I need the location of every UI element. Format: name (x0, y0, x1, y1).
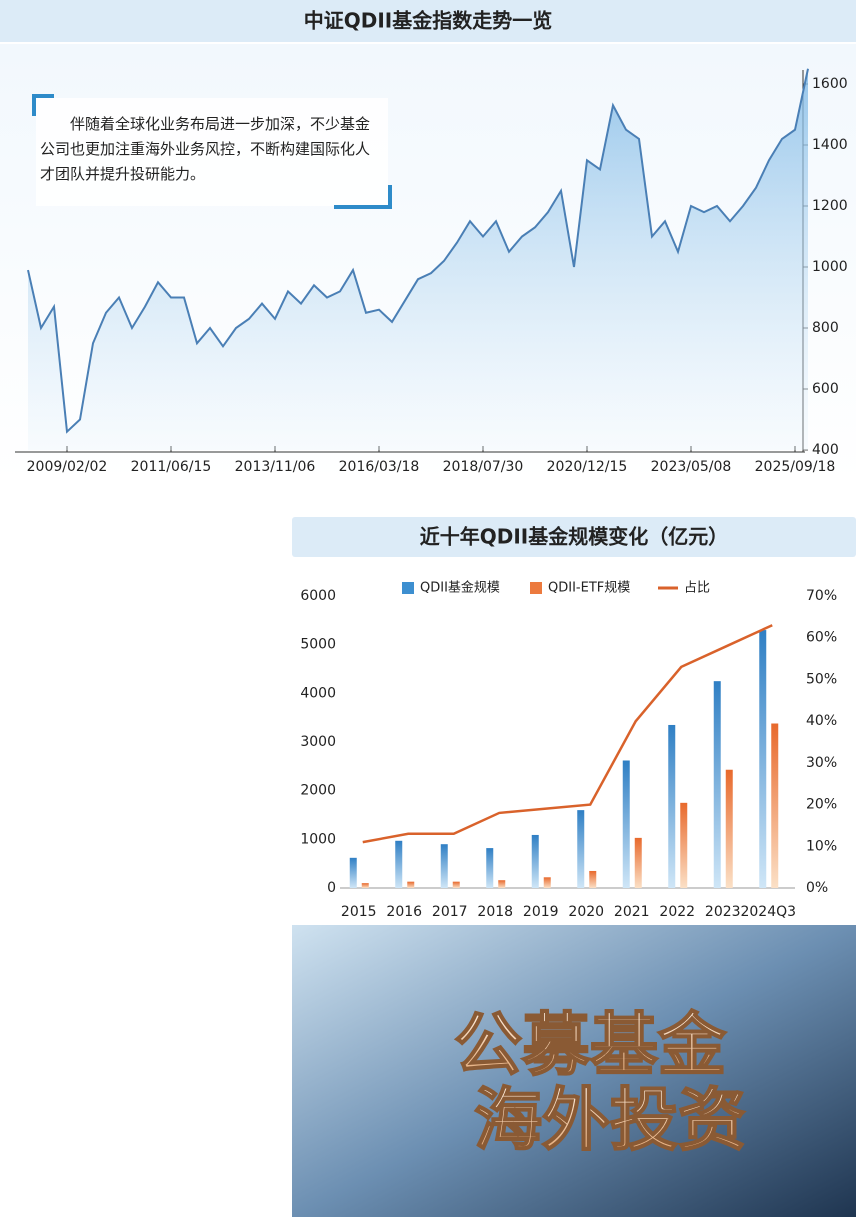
legend-swatch (402, 582, 414, 594)
photo (292, 925, 856, 1217)
bar (440, 844, 448, 888)
bar (543, 877, 551, 888)
legend-swatch (530, 582, 542, 594)
y-tick-label: 1400 (812, 137, 848, 153)
x-tick-label: 2025/09/18 (755, 459, 836, 475)
y-tick-label: 1000 (812, 259, 848, 275)
bar (349, 857, 357, 888)
x-tick-label: 2020/12/15 (547, 459, 628, 475)
y2-tick-label: 10% (806, 838, 837, 854)
bar (452, 881, 460, 888)
y-tick-label: 5000 (300, 637, 336, 653)
legend-label: QDII-ETF规模 (548, 581, 630, 596)
annotation: 伴随着全球化业务布局进一步加深，不少基金公司也更加注重海外业务风控，不断构建国际… (40, 115, 371, 183)
y-tick-label: 1600 (812, 76, 848, 92)
y2-tick-label: 40% (806, 713, 837, 729)
bar (589, 870, 597, 888)
bar (680, 802, 688, 888)
x-tick-label: 2019 (523, 904, 559, 920)
bar (668, 724, 676, 888)
bar (361, 883, 369, 888)
x-tick-label: 2011/06/15 (131, 459, 212, 475)
area (28, 68, 808, 450)
x-tick-label: 2024Q3 (740, 904, 796, 920)
y-tick-label: 6000 (300, 588, 336, 604)
bracket (334, 185, 392, 209)
bar (634, 837, 642, 888)
y-tick-label: 800 (812, 320, 839, 336)
legend-label: QDII基金规模 (420, 580, 500, 596)
line (362, 624, 773, 844)
x-tick-label: 2015 (341, 904, 377, 920)
legend-label: 占比 (684, 581, 710, 596)
chart-title: 中证QDII基金指数走势一览 (304, 9, 553, 33)
title-banner (292, 517, 856, 557)
bar (395, 840, 403, 888)
x-tick-label: 2017 (432, 904, 468, 920)
note-box (36, 98, 388, 206)
x-tick-label: 2018 (477, 904, 513, 920)
x-tick-label: 2023 (705, 904, 741, 920)
y-tick-label: 3000 (300, 734, 336, 750)
bar (407, 881, 415, 888)
y-tick-label: 600 (812, 381, 839, 397)
y-tick-label: 1000 (300, 831, 336, 847)
y-tick-label: 1200 (812, 198, 848, 214)
banner-text: 海外投资 (474, 1082, 746, 1161)
bar (486, 848, 494, 888)
x-tick-label: 2016/03/18 (339, 459, 420, 475)
x-tick-label: 2023/05/08 (651, 459, 732, 475)
x-tick-label: 2009/02/02 (27, 459, 108, 475)
x-tick-label: 2018/07/30 (443, 459, 524, 475)
line (27, 68, 809, 434)
x-tick-label: 2016 (386, 904, 422, 920)
y-tick-label: 2000 (300, 783, 336, 799)
bar (498, 880, 506, 888)
bar (771, 723, 779, 888)
x-tick-label: 2020 (568, 904, 604, 920)
x-tick-label: 2021 (614, 904, 650, 920)
bar (577, 810, 585, 888)
y2-tick-label: 60% (806, 630, 837, 646)
y2-tick-label: 20% (806, 797, 837, 813)
title-banner (0, 0, 856, 42)
banner-text: 公募基金 (454, 1007, 727, 1086)
y-tick-label: 4000 (300, 685, 336, 701)
chart-title: 近十年QDII基金规模变化（亿元） (420, 525, 729, 549)
y2-tick-label: 70% (806, 588, 837, 604)
y-tick-label: 0 (327, 880, 336, 896)
x-tick-label: 2022 (659, 904, 695, 920)
y2-tick-label: 0% (806, 880, 828, 896)
y2-tick-label: 50% (806, 671, 837, 687)
bar (759, 630, 767, 888)
bracket (32, 94, 54, 116)
y-tick-label: 400 (812, 442, 839, 458)
bar (713, 681, 721, 888)
bar (622, 760, 630, 888)
y2-tick-label: 30% (806, 755, 837, 771)
bar (531, 834, 539, 888)
x-tick-label: 2013/11/06 (235, 459, 316, 475)
bar (725, 769, 733, 888)
